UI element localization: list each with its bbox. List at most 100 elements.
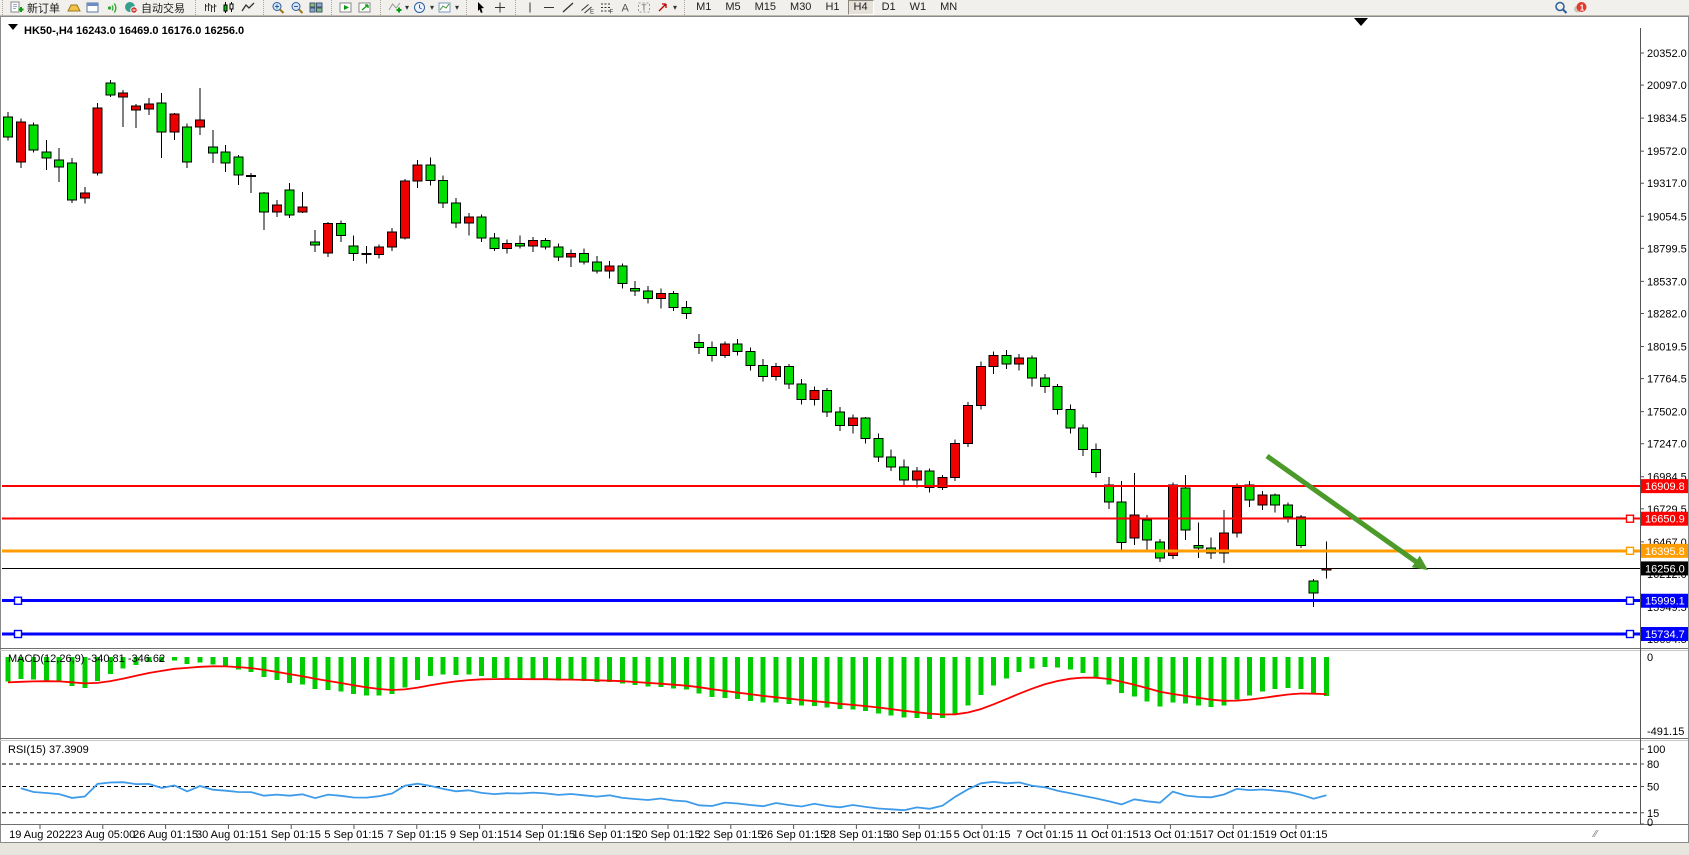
line-handle[interactable]	[1625, 596, 1635, 605]
data-window-icon[interactable]	[84, 1, 101, 14]
timeframe-m5[interactable]: M5	[725, 1, 741, 13]
cursor-icon[interactable]	[472, 1, 489, 14]
line-handle[interactable]	[13, 629, 23, 639]
price-tick-label: 19054.5	[1647, 211, 1687, 223]
price-badges: 16909.8 16650.9 16395.8 16256.0 15999.1 15734…	[1641, 479, 1688, 642]
rsi-line	[20, 780, 1327, 812]
macd-signal-line	[7, 665, 1327, 716]
trend-arrow[interactable]	[1265, 454, 1428, 571]
time-tick-label: 30 Aug 01:15	[196, 829, 261, 841]
template-dropdown-icon[interactable]: ▾	[455, 3, 460, 12]
toolbar-group-indicators: ▾ ▾ ▾	[380, 0, 464, 15]
timeframe-h4[interactable]: H4	[847, 0, 874, 15]
toolbar-group-shift	[331, 0, 378, 15]
chart-canvas[interactable]: HK50-,H4 16243.0 16469.0 16176.0 16256.0…	[0, 16, 1689, 843]
line-handle[interactable]	[1625, 546, 1635, 556]
time-tick-label: 13 Oct 01:15	[1139, 829, 1202, 841]
time-tick-label: 7 Sep 01:15	[387, 829, 446, 841]
arrows-object-icon[interactable]	[654, 1, 671, 14]
rsi-axis-label: 0	[1647, 817, 1653, 829]
autotrading-label[interactable]: 自动交易	[141, 2, 185, 15]
horizontal-line-icon[interactable]	[540, 1, 557, 14]
price-badge-15734.7: 15734.7	[1645, 629, 1685, 641]
notification-icon[interactable]: 1	[1571, 1, 1588, 14]
market-watch-icon[interactable]	[65, 1, 82, 14]
macd-label: MACD(12,26,9) -340.81 -346.62	[8, 653, 165, 665]
new-order-label[interactable]: 新订单	[27, 2, 60, 15]
time-tick-label: 22 Sep 01:15	[698, 829, 763, 841]
time-tick-label: 1 Sep 01:15	[262, 829, 321, 841]
signal-icon[interactable]	[103, 1, 120, 14]
line-handle[interactable]	[13, 596, 23, 605]
time-tick-label: 23 Aug 05:00	[70, 829, 135, 841]
line-handle[interactable]	[1625, 514, 1635, 523]
timeframe-group: M1 M5 M15 M30 H1 H4 D1 W1 MN	[684, 0, 968, 15]
timeframe-h1[interactable]: H1	[825, 1, 840, 13]
macd-axis-label: -491.15	[1647, 726, 1684, 738]
fibonacci-icon[interactable]: F	[597, 1, 614, 14]
trendline-icon[interactable]	[559, 1, 576, 14]
toolbar: 新订单 自动交易 ▾ ▾ ▾ E F A T	[0, 0, 1689, 16]
toolbar-group-objects: E F A T ▾	[515, 0, 682, 15]
time-tick-label: 16 Sep 01:15	[572, 829, 637, 841]
macd-histogram	[5, 657, 1329, 719]
time-tick-label: 26 Aug 01:15	[133, 829, 198, 841]
chart-shift-icon[interactable]	[356, 1, 373, 14]
macd-axis-label: 0	[1647, 652, 1653, 664]
axis-scale-icon[interactable]: ⁄⁄	[1591, 829, 1599, 840]
line-chart-icon[interactable]	[239, 1, 256, 14]
indicators-dropdown-icon[interactable]: ▾	[405, 3, 410, 12]
tile-windows-icon[interactable]	[307, 1, 324, 14]
time-tick-label: 5 Oct 01:15	[954, 829, 1011, 841]
new-order-icon[interactable]	[8, 1, 25, 14]
time-tick-label: 14 Sep 01:15	[510, 829, 575, 841]
price-tick-label: 18019.5	[1647, 342, 1687, 354]
price-badge-15999.1: 15999.1	[1645, 596, 1685, 608]
timeframe-m30[interactable]: M30	[790, 1, 812, 13]
autotrading-icon[interactable]	[122, 1, 139, 14]
auto-scroll-icon[interactable]	[337, 1, 354, 14]
label-icon[interactable]: T	[635, 1, 652, 14]
collapse-icon[interactable]	[8, 24, 18, 30]
price-tick-label: 17764.5	[1647, 374, 1687, 386]
time-tick-label: 17 Oct 01:15	[1202, 829, 1265, 841]
timeframe-d1[interactable]: D1	[881, 1, 896, 13]
equidistant-channel-icon[interactable]: E	[578, 1, 595, 14]
line-handle[interactable]	[1625, 629, 1635, 639]
price-tick-label: 20097.0	[1647, 80, 1687, 92]
price-badge-16256.0: 16256.0	[1645, 563, 1685, 575]
indicators-icon[interactable]	[386, 1, 403, 14]
candlestick-series	[3, 80, 1332, 608]
toolbar-group-cursor	[466, 0, 513, 15]
svg-text:A: A	[621, 3, 629, 15]
timeframe-mn[interactable]: MN	[940, 1, 958, 13]
price-tick-label: 17502.0	[1647, 407, 1687, 419]
rsi-axis-label: 50	[1647, 782, 1659, 794]
svg-text:T: T	[641, 4, 646, 13]
crosshair-icon[interactable]	[491, 1, 508, 14]
svg-text:F: F	[609, 10, 613, 15]
period-dropdown-icon[interactable]: ▾	[430, 3, 435, 12]
zoom-in-icon[interactable]	[269, 1, 286, 14]
price-tick-label: 20352.0	[1647, 48, 1687, 60]
timeframe-m1[interactable]: M1	[696, 1, 712, 13]
timeframe-w1[interactable]: W1	[909, 1, 927, 13]
search-icon[interactable]	[1552, 1, 1569, 14]
candlestick-chart-icon[interactable]	[220, 1, 237, 14]
bar-chart-icon[interactable]	[201, 1, 218, 14]
text-icon[interactable]: A	[616, 1, 633, 15]
time-tick-label: 30 Sep 01:15	[886, 829, 951, 841]
vertical-line-icon[interactable]	[521, 1, 538, 14]
zoom-out-icon[interactable]	[288, 1, 305, 14]
rsi-label: RSI(15) 37.3909	[8, 744, 89, 756]
period-clock-icon[interactable]	[411, 1, 428, 14]
timeframe-m15[interactable]: M15	[754, 1, 777, 13]
chart-window: HK50-,H4 16243.0 16469.0 16176.0 16256.0…	[0, 16, 1689, 843]
chart-template-icon[interactable]	[436, 1, 453, 14]
arrows-dropdown-icon[interactable]: ▾	[673, 3, 678, 12]
horizontal-lines	[2, 485, 1640, 639]
time-tick-label: 20 Sep 01:15	[635, 829, 700, 841]
scroll-end-marker-icon[interactable]	[1354, 18, 1368, 26]
rsi-axis-label: 80	[1647, 759, 1659, 771]
